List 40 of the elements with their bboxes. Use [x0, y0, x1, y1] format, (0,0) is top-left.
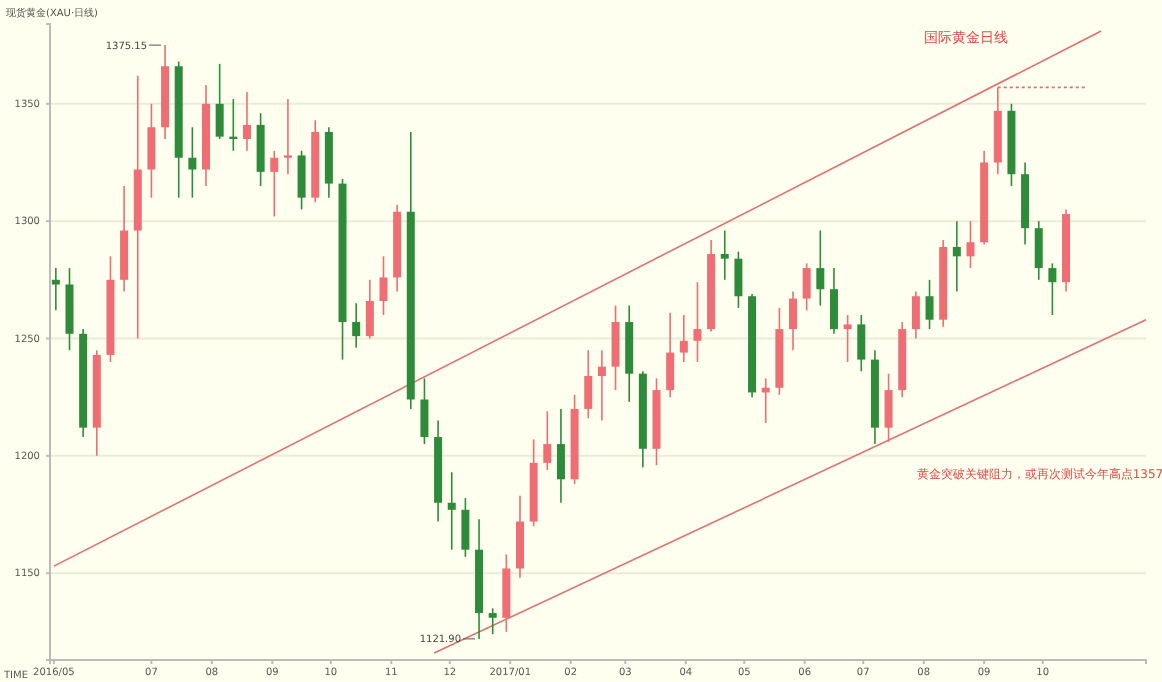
candlestick — [188, 126, 197, 199]
candlestick — [51, 267, 60, 312]
candlestick — [543, 410, 552, 471]
candlestick — [584, 349, 593, 420]
candlestick — [966, 220, 975, 269]
candlestick — [283, 98, 292, 175]
candlestick — [270, 149, 279, 218]
candlestick — [365, 279, 374, 340]
candlestick — [461, 497, 470, 558]
candlestick — [720, 229, 729, 281]
candlestick — [802, 262, 811, 312]
candlestick — [679, 314, 688, 363]
candlestick — [256, 112, 265, 187]
candlestick — [925, 279, 934, 330]
candlestick — [952, 220, 961, 293]
candlestick — [420, 377, 429, 445]
candlestick — [857, 314, 866, 373]
candlestick — [447, 471, 456, 551]
candlestick — [1034, 220, 1043, 281]
candlestick — [379, 255, 388, 316]
candlestick — [666, 311, 675, 398]
candlestick — [816, 229, 825, 307]
candlestick — [488, 607, 497, 635]
candlestick — [1048, 262, 1057, 316]
candlestick — [242, 91, 251, 152]
candlestick — [515, 494, 524, 579]
candlestick — [789, 290, 798, 352]
candlestick — [829, 267, 838, 335]
candlestick — [911, 290, 920, 340]
candlestick — [611, 304, 620, 391]
candlestick — [597, 349, 606, 422]
candlestick — [297, 149, 306, 211]
candlestick — [352, 302, 361, 349]
candlestick — [556, 408, 565, 504]
candlestick — [693, 281, 702, 363]
candlestick — [884, 372, 893, 443]
candlestick — [843, 314, 852, 363]
candlestick — [147, 102, 156, 199]
candlestick — [734, 250, 743, 309]
candlestick — [215, 63, 224, 140]
